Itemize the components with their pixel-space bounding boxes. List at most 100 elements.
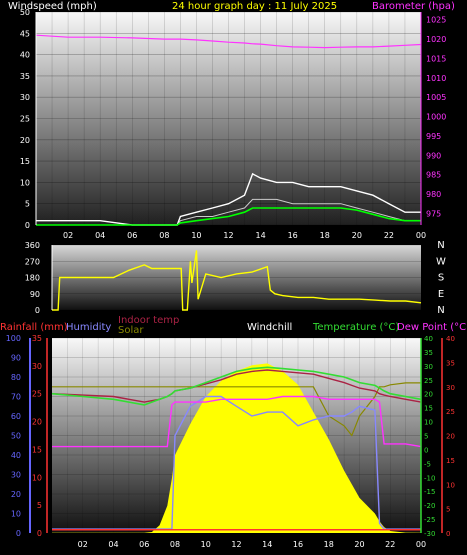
dew-tick-label: 30 bbox=[446, 384, 455, 392]
barometer-label: Barometer (hpa) bbox=[372, 1, 455, 12]
temp-tick-label: -10 bbox=[424, 474, 435, 482]
rain-tick-label: 5 bbox=[37, 501, 42, 510]
wind-tick-label: 20 bbox=[20, 136, 30, 145]
temp-panel-axes: 0 10 20 30 40 5 06 0 70 80 90 10 00 5 10 15 20 25 30 35 -30 -… bbox=[6, 334, 455, 549]
hour-tick-label: 20 bbox=[352, 231, 362, 240]
hour-tick-label: 10 bbox=[201, 540, 211, 549]
dew-tick-label: 40 bbox=[446, 335, 455, 343]
wind-tick-label: 0 bbox=[25, 221, 30, 230]
temp-tick-label: 20 bbox=[424, 391, 433, 399]
humidity-tick-label: 30 bbox=[11, 471, 21, 480]
baro-tick-label: 1000 bbox=[426, 113, 446, 122]
compass-label: N bbox=[437, 240, 444, 251]
rainfall-label: Rainfall (mm) bbox=[0, 322, 68, 333]
rain-tick-label: 35 bbox=[32, 334, 42, 343]
hour-tick-label: 12 bbox=[231, 540, 241, 549]
direction-tick-label: 270 bbox=[25, 257, 40, 266]
temp-tick-label: 0 bbox=[424, 446, 428, 454]
dew-tick-label: 15 bbox=[446, 457, 455, 465]
hour-tick-label: 02 bbox=[78, 540, 88, 549]
wind-panel-axes: 0510152025303540455097598098599099510001… bbox=[20, 8, 447, 240]
hour-tick-label: 14 bbox=[262, 540, 272, 549]
temp-tick-label: 35 bbox=[424, 349, 433, 357]
wind-tick-label: 45 bbox=[20, 29, 30, 38]
wind-panel-series bbox=[35, 34, 422, 226]
humidity-tick-label: 10 bbox=[11, 510, 21, 519]
baro-tick-label: 990 bbox=[426, 151, 441, 160]
humidity-tick-label: 80 bbox=[11, 373, 21, 382]
temp-tick-label: 25 bbox=[424, 377, 433, 385]
hour-tick-label: 18 bbox=[324, 540, 334, 549]
compass-label: N bbox=[437, 305, 444, 316]
windspeed-label: Windspeed (mph) bbox=[8, 1, 97, 12]
temp-tick-label: 5 bbox=[424, 433, 428, 441]
indoor-temp-label: Indoor temp bbox=[118, 315, 179, 326]
temp-tick-label: -5 bbox=[424, 460, 431, 468]
hour-tick-label: 14 bbox=[255, 231, 265, 240]
temperature-series bbox=[51, 366, 422, 406]
humidity-tick-label: 70 bbox=[11, 393, 21, 402]
humidity-tick-label: 40 bbox=[11, 451, 21, 460]
hour-tick-label: 06 bbox=[127, 231, 137, 240]
hour-tick-label: 08 bbox=[170, 540, 180, 549]
wind-tick-label: 15 bbox=[20, 157, 30, 166]
baro-tick-label: 1025 bbox=[426, 16, 446, 25]
hour-tick-label: 16 bbox=[293, 540, 303, 549]
hour-tick-label: 22 bbox=[385, 540, 395, 549]
wind-tick-label: 10 bbox=[20, 178, 30, 187]
windchill-label: Windchill bbox=[247, 322, 292, 333]
temp-tick-label: -30 bbox=[424, 530, 435, 538]
baro-tick-label: 980 bbox=[426, 190, 441, 199]
hour-tick-label: 12 bbox=[223, 231, 233, 240]
hour-tick-label: 20 bbox=[354, 540, 364, 549]
baro-tick-label: 985 bbox=[426, 171, 441, 180]
temp-tick-label: -20 bbox=[424, 502, 435, 510]
hour-tick-label: 06 bbox=[139, 540, 149, 549]
wind-panel bbox=[36, 12, 421, 225]
hour-tick-label: 04 bbox=[108, 540, 118, 549]
hour-tick-label: 00 bbox=[416, 540, 426, 549]
temp-tick-label: 10 bbox=[424, 419, 433, 427]
solar-line bbox=[52, 382, 421, 437]
direction-tick-label: 0 bbox=[35, 306, 40, 315]
direction-tick-label: 90 bbox=[30, 290, 40, 299]
hour-tick-label: 18 bbox=[320, 231, 330, 240]
baro-tick-label: 995 bbox=[426, 132, 441, 141]
dew-tick-label: 35 bbox=[446, 359, 455, 367]
temp-tick-label: 15 bbox=[424, 405, 433, 413]
humidity-tick-label: 90 bbox=[11, 354, 21, 363]
dewpoint-series bbox=[52, 395, 422, 448]
wind-tick-label: 40 bbox=[20, 51, 30, 60]
dew-tick-label: 20 bbox=[446, 433, 455, 441]
indoor-temp-series bbox=[51, 369, 422, 403]
wind-tick-label: 30 bbox=[20, 93, 30, 102]
dewpoint-label: Dew Point (°C) bbox=[397, 322, 467, 333]
barometer-series bbox=[35, 34, 422, 49]
solar-label: Solar bbox=[118, 325, 144, 336]
hour-tick-label: 00 bbox=[416, 231, 426, 240]
temp-panel-series bbox=[51, 363, 422, 533]
temp-tick-label: 40 bbox=[424, 335, 433, 343]
humidity-tick-label: 20 bbox=[11, 490, 21, 499]
hour-tick-label: 10 bbox=[191, 231, 201, 240]
temperature-label: Temperature (°C) bbox=[312, 322, 399, 333]
hour-tick-label: 22 bbox=[384, 231, 394, 240]
compass-label: W bbox=[436, 256, 446, 267]
temp-tick-label: -25 bbox=[424, 516, 435, 524]
hour-tick-label: 08 bbox=[159, 231, 169, 240]
solar-area bbox=[52, 363, 421, 533]
humidity-tick-label: 100 bbox=[6, 334, 21, 343]
direction-tick-label: 180 bbox=[25, 274, 40, 283]
hour-tick-label: 04 bbox=[95, 231, 105, 240]
compass-label: S bbox=[438, 273, 444, 284]
humidity-tick-label: 0 bbox=[16, 529, 21, 538]
direction-series bbox=[52, 250, 422, 311]
direction-tick-label: 360 bbox=[25, 241, 40, 250]
baro-tick-label: 1020 bbox=[426, 35, 446, 44]
baro-tick-label: 1015 bbox=[426, 54, 446, 63]
humidity-tick-label: 50 bbox=[11, 432, 21, 441]
temp-tick-label: 30 bbox=[424, 363, 433, 371]
